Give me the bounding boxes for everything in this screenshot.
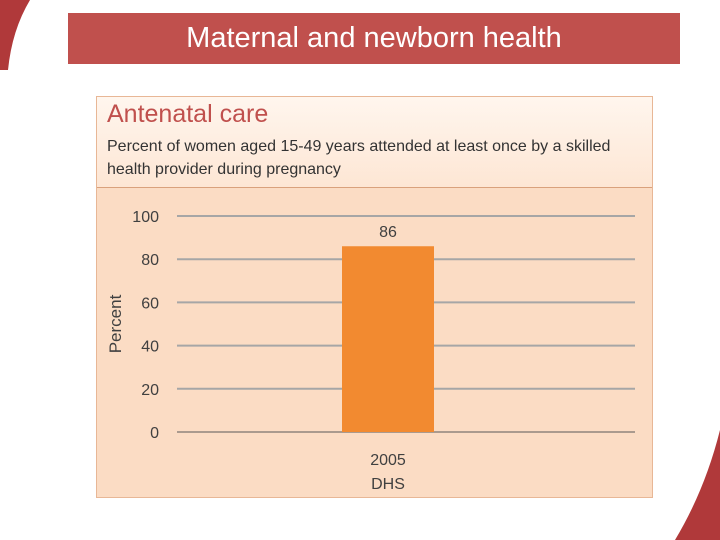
data-label-0: 86 [379, 224, 397, 241]
y-tick-label-40: 40 [141, 339, 159, 356]
bar-chart: 0 20 40 60 80 100 Percent 86 2005 DHS [106, 209, 635, 493]
chart-panel: Antenatal care Percent of women aged 15-… [96, 96, 653, 498]
corner-decoration-top-left [0, 0, 30, 70]
y-axis-label: Percent [106, 294, 125, 353]
chart-title: Antenatal care [107, 100, 269, 128]
corner-decoration-bottom-right [675, 430, 720, 540]
chart-subtitle: Percent of women aged 15-49 years attend… [107, 138, 611, 178]
y-tick-label-60: 60 [141, 295, 159, 312]
y-tick-label-100: 100 [132, 209, 159, 226]
y-tick-label-20: 20 [141, 382, 159, 399]
y-tick-label-80: 80 [141, 252, 159, 269]
x-tick-label-0-1: DHS [371, 476, 405, 493]
chart-header: Antenatal care Percent of women aged 15-… [97, 97, 652, 188]
x-tick-label-0-0: 2005 [370, 452, 406, 469]
slide-title: Maternal and newborn health [68, 13, 680, 64]
bar-0 [342, 246, 434, 432]
y-tick-label-0: 0 [150, 425, 159, 442]
